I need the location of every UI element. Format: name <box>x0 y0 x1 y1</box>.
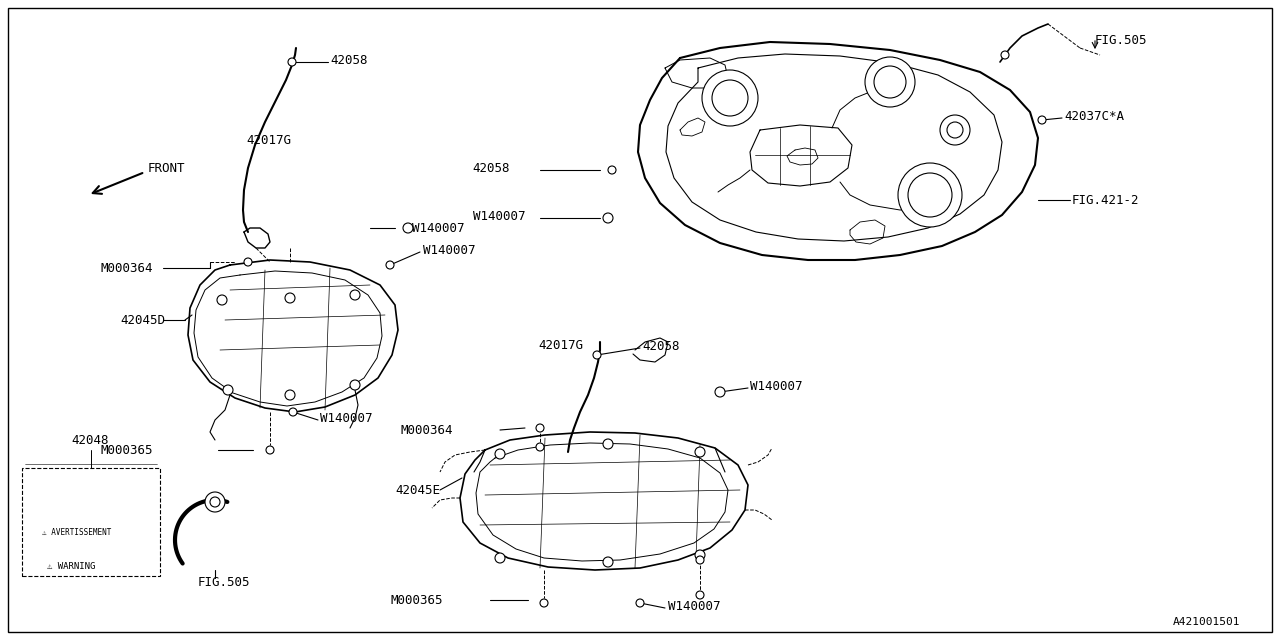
Circle shape <box>874 66 906 98</box>
Circle shape <box>495 553 506 563</box>
Circle shape <box>908 173 952 217</box>
Text: ⚠ AVERTISSEMENT: ⚠ AVERTISSEMENT <box>42 527 111 536</box>
Circle shape <box>536 424 544 432</box>
Circle shape <box>712 80 748 116</box>
Circle shape <box>218 295 227 305</box>
Text: M000364: M000364 <box>100 262 152 275</box>
Text: FIG.421-2: FIG.421-2 <box>1073 193 1139 207</box>
Circle shape <box>696 591 704 599</box>
Circle shape <box>540 599 548 607</box>
Text: W140007: W140007 <box>668 600 721 612</box>
Text: 42017G: 42017G <box>538 339 582 351</box>
Text: FIG.505: FIG.505 <box>1094 33 1147 47</box>
Text: FIG.505: FIG.505 <box>198 577 251 589</box>
Text: 42037C*A: 42037C*A <box>1064 109 1124 122</box>
Circle shape <box>695 447 705 457</box>
Circle shape <box>940 115 970 145</box>
Circle shape <box>1001 51 1009 59</box>
Circle shape <box>223 385 233 395</box>
Circle shape <box>865 57 915 107</box>
Circle shape <box>387 261 394 269</box>
Circle shape <box>285 293 294 303</box>
Circle shape <box>701 70 758 126</box>
Text: A421001501: A421001501 <box>1172 617 1240 627</box>
Text: 42058: 42058 <box>643 339 680 353</box>
Text: 42017G: 42017G <box>246 134 291 147</box>
Circle shape <box>695 550 705 560</box>
Circle shape <box>289 408 297 416</box>
Text: M000365: M000365 <box>100 444 152 456</box>
Text: W140007: W140007 <box>320 412 372 424</box>
Text: W140007: W140007 <box>474 209 526 223</box>
Circle shape <box>266 446 274 454</box>
Circle shape <box>696 556 704 564</box>
Circle shape <box>603 213 613 223</box>
Circle shape <box>349 380 360 390</box>
Circle shape <box>244 258 252 266</box>
Circle shape <box>603 557 613 567</box>
Circle shape <box>716 387 724 397</box>
Circle shape <box>608 166 616 174</box>
Circle shape <box>349 290 360 300</box>
Text: 42045E: 42045E <box>396 483 440 497</box>
Text: M000365: M000365 <box>390 593 443 607</box>
Text: 42058: 42058 <box>330 54 367 67</box>
Text: 42045D: 42045D <box>120 314 165 326</box>
Circle shape <box>205 492 225 512</box>
Text: W140007: W140007 <box>422 243 475 257</box>
Circle shape <box>403 223 413 233</box>
Text: W140007: W140007 <box>750 380 803 392</box>
Circle shape <box>495 449 506 459</box>
Text: 42058: 42058 <box>472 161 509 175</box>
Circle shape <box>536 443 544 451</box>
Circle shape <box>1038 116 1046 124</box>
Text: ⚠ WARNING: ⚠ WARNING <box>47 561 96 570</box>
Bar <box>22 468 160 576</box>
Text: FRONT: FRONT <box>148 161 186 175</box>
Text: W140007: W140007 <box>412 221 465 234</box>
Circle shape <box>603 439 613 449</box>
Text: 42048: 42048 <box>70 433 109 447</box>
Circle shape <box>899 163 963 227</box>
Circle shape <box>285 390 294 400</box>
Circle shape <box>947 122 963 138</box>
Circle shape <box>288 58 296 66</box>
Circle shape <box>593 351 602 359</box>
Text: M000364: M000364 <box>401 424 453 436</box>
Circle shape <box>636 599 644 607</box>
Circle shape <box>210 497 220 507</box>
